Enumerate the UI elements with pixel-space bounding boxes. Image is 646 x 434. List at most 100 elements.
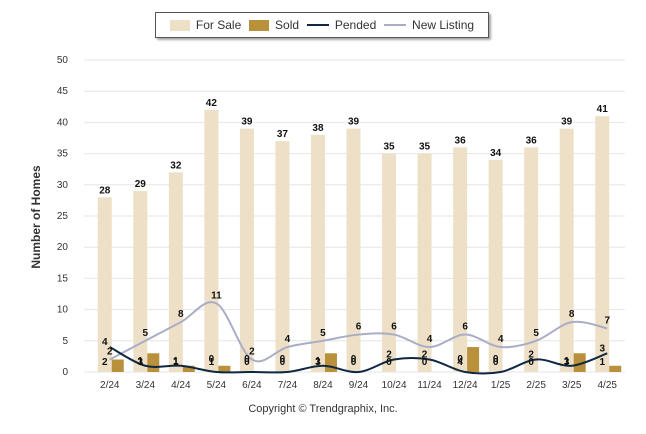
sold-data-label: 0 bbox=[493, 357, 499, 368]
pended-data-label: 0 bbox=[351, 354, 357, 365]
y-tick-label: 40 bbox=[57, 117, 69, 128]
sold-data-label: 0 bbox=[386, 357, 392, 368]
x-tick-label: 10/24 bbox=[382, 380, 407, 391]
x-tick-label: 2/25 bbox=[526, 380, 546, 391]
sold-data-label: 1 bbox=[209, 357, 215, 368]
y-tick-label: 25 bbox=[57, 211, 69, 222]
pended-data-label: 0 bbox=[244, 354, 250, 365]
sold-swatch-icon bbox=[249, 19, 270, 31]
y-tick-label: 10 bbox=[57, 305, 69, 316]
for-sale-data-label: 34 bbox=[490, 148, 502, 159]
sold-bar bbox=[182, 365, 195, 372]
sold-data-label: 3 bbox=[315, 357, 321, 368]
x-tick-label: 3/24 bbox=[136, 380, 156, 391]
y-tick-label: 0 bbox=[62, 367, 68, 378]
sold-data-label: 0 bbox=[422, 357, 428, 368]
new-listing-data-label: 6 bbox=[356, 322, 362, 333]
x-tick-label: 4/24 bbox=[171, 380, 191, 391]
sold-data-label: 0 bbox=[244, 357, 250, 368]
sold-data-label: 0 bbox=[528, 357, 534, 368]
for-sale-swatch-icon bbox=[169, 19, 190, 31]
sold-bar bbox=[609, 365, 622, 372]
y-tick-label: 5 bbox=[62, 336, 68, 347]
for-sale-bar bbox=[275, 141, 290, 372]
new-listing-data-label: 11 bbox=[211, 290, 222, 301]
sold-bar bbox=[218, 365, 231, 372]
for-sale-bar bbox=[382, 153, 397, 372]
for-sale-bar bbox=[204, 109, 219, 373]
for-sale-data-label: 36 bbox=[526, 135, 538, 146]
x-tick-label: 2/24 bbox=[100, 380, 120, 391]
legend-label-for-sale: For Sale bbox=[195, 18, 242, 32]
x-tick-label: 12/24 bbox=[453, 380, 478, 391]
new-listing-data-label: 8 bbox=[178, 309, 184, 320]
legend-item-new-listing[interactable]: New Listing bbox=[384, 18, 474, 32]
x-tick-label: 5/24 bbox=[207, 380, 227, 391]
for-sale-bar bbox=[453, 147, 468, 372]
x-tick-label: 7/24 bbox=[278, 380, 298, 391]
sold-bar bbox=[147, 353, 160, 372]
y-tick-label: 20 bbox=[57, 242, 69, 253]
for-sale-data-label: 29 bbox=[135, 179, 147, 190]
pended-data-label: 2 bbox=[528, 350, 534, 361]
for-sale-data-label: 35 bbox=[383, 142, 395, 153]
for-sale-bar bbox=[488, 159, 503, 372]
for-sale-data-label: 37 bbox=[277, 129, 289, 140]
x-tick-label: 4/25 bbox=[597, 380, 617, 391]
sold-bar bbox=[324, 353, 337, 372]
sold-data-label: 3 bbox=[138, 357, 144, 368]
for-sale-data-label: 41 bbox=[597, 104, 609, 115]
for-sale-data-label: 35 bbox=[419, 142, 431, 153]
new-listing-line-swatch-icon bbox=[384, 24, 407, 26]
y-axis-label: Number of Homes bbox=[29, 165, 43, 269]
new-listing-data-label: 4 bbox=[285, 334, 291, 345]
x-tick-label: 1/25 bbox=[491, 380, 511, 391]
for-sale-data-label: 42 bbox=[206, 98, 218, 109]
x-axis-ticks: 2/24 3/24 4/24 5/24 6/24 7/24 8/24 9/24 10/24 11/… bbox=[100, 380, 617, 391]
y-axis-ticks: 0 5 10 15 20 25 30 35 40 45 50 bbox=[57, 55, 69, 378]
pended-data-label: 3 bbox=[599, 343, 605, 354]
for-sale-bar bbox=[559, 128, 574, 372]
new-listing-data-label: 5 bbox=[533, 328, 539, 339]
pended-data-label: 0 bbox=[457, 354, 463, 365]
pended-data-label: 0 bbox=[209, 354, 215, 365]
for-sale-bar bbox=[239, 128, 254, 372]
pended-data-label: 2 bbox=[422, 350, 428, 361]
legend-label-sold: Sold bbox=[275, 18, 300, 32]
for-sale-bar bbox=[97, 197, 112, 372]
pended-line-swatch-icon bbox=[306, 24, 329, 26]
x-tick-label: 11/24 bbox=[417, 380, 442, 391]
x-tick-label: 3/25 bbox=[562, 380, 582, 391]
copyright-text: Copyright © Trendgraphix, Inc. bbox=[248, 403, 398, 415]
for-sale-data-label: 32 bbox=[170, 160, 182, 171]
new-listing-data-label: 6 bbox=[391, 322, 397, 333]
for-sale-data-label: 36 bbox=[455, 135, 467, 146]
y-tick-label: 45 bbox=[57, 86, 69, 97]
new-listing-data-label: 4 bbox=[427, 334, 433, 345]
for-sale-bar bbox=[346, 128, 361, 372]
pended-line bbox=[109, 346, 608, 375]
sold-bar bbox=[111, 359, 124, 372]
for-sale-bar bbox=[417, 153, 432, 372]
pended-data-label: 1 bbox=[173, 356, 179, 367]
new-listing-data-label: 4 bbox=[498, 334, 504, 345]
lines bbox=[109, 301, 608, 375]
pended-data-label: 4 bbox=[102, 337, 108, 348]
for-sale-data-label: 39 bbox=[241, 117, 253, 128]
new-listing-data-label: 5 bbox=[320, 328, 326, 339]
for-sale-data-label: 39 bbox=[561, 117, 573, 128]
legend-item-for-sale[interactable]: For Sale bbox=[169, 18, 242, 32]
sold-data-label: 4 bbox=[457, 357, 463, 368]
legend-item-pended[interactable]: Pended bbox=[306, 18, 377, 32]
bars bbox=[97, 109, 622, 373]
for-sale-bar bbox=[133, 191, 148, 372]
for-sale-data-label: 39 bbox=[348, 117, 360, 128]
legend-label-pended: Pended bbox=[334, 18, 377, 32]
for-sale-bar bbox=[595, 116, 610, 372]
for-sale-bar bbox=[168, 172, 183, 372]
legend-item-sold[interactable]: Sold bbox=[249, 18, 299, 32]
sold-bar bbox=[467, 347, 480, 372]
pended-data-label: 1 bbox=[564, 356, 570, 367]
